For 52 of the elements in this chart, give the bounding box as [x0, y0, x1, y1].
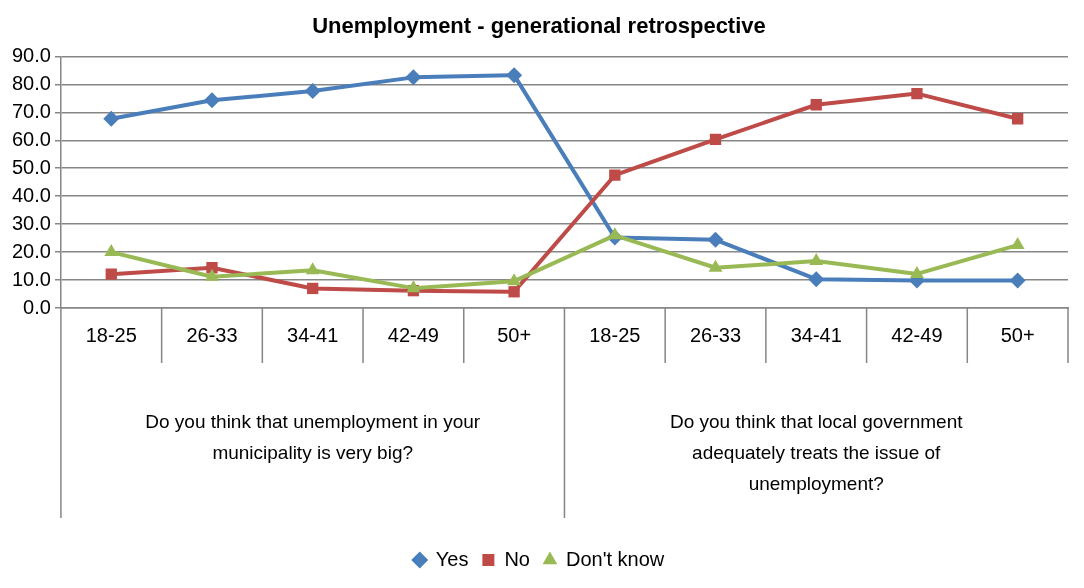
- point: [1009, 272, 1026, 289]
- point: [307, 282, 319, 295]
- point: [304, 83, 321, 100]
- x-tick-label: 18-25: [85, 323, 137, 346]
- x-tick-label: 42-49: [387, 323, 439, 346]
- point: [203, 92, 220, 109]
- y-tick-label: 40.0: [11, 183, 51, 206]
- point: [506, 67, 523, 84]
- point: [508, 286, 520, 298]
- point: [206, 262, 218, 274]
- chart-title: Unemployment - generational retrospective: [312, 13, 766, 39]
- x-tick-label: 42-49: [891, 323, 943, 346]
- x-tick-label: 26-33: [186, 323, 238, 346]
- text: Do you think that unemployment in your municipality is very big?: [145, 411, 481, 464]
- y-tick-label: 30.0: [11, 211, 51, 234]
- y-tick-label: 10.0: [11, 267, 51, 290]
- y-tick-label: 0.0: [23, 295, 51, 318]
- point: [1010, 237, 1025, 250]
- y-tick-label: 60.0: [11, 127, 51, 150]
- point: [103, 110, 120, 127]
- text: Do you think that local government adequately treats the issue of unemployment?: [669, 411, 964, 495]
- y-tick-label: 50.0: [11, 155, 51, 178]
- point: [104, 244, 119, 257]
- y-tick-label: 80.0: [11, 71, 51, 94]
- point: [910, 265, 924, 278]
- point: [707, 231, 724, 248]
- y-tick-label: 90.0: [11, 43, 51, 66]
- point: [709, 133, 722, 146]
- point: [405, 69, 422, 86]
- legend-label: Yes: [435, 547, 469, 570]
- x-tick-label: 18-25: [589, 323, 641, 346]
- y-tick-label: 20.0: [11, 239, 51, 262]
- point: [708, 259, 723, 272]
- point: [808, 271, 825, 288]
- legend-label: No: [504, 547, 530, 570]
- x-tick-label: 34-41: [287, 323, 339, 346]
- legend-label: Don't know: [565, 547, 665, 570]
- point: [105, 268, 117, 280]
- point: [810, 99, 822, 111]
- point: [1011, 113, 1024, 125]
- x-tick-label: 34-41: [790, 323, 842, 346]
- point: [205, 268, 219, 281]
- point: [507, 273, 522, 286]
- x-tick-label: 50+: [497, 323, 532, 346]
- y-tick-label: 70.0: [11, 99, 51, 122]
- point: [406, 280, 421, 293]
- x-tick-label: 50+: [1000, 323, 1035, 346]
- point: [305, 262, 320, 275]
- point: [911, 87, 923, 100]
- point: [809, 253, 824, 266]
- point: [609, 169, 621, 181]
- x-tick-label: 26-33: [689, 323, 742, 346]
